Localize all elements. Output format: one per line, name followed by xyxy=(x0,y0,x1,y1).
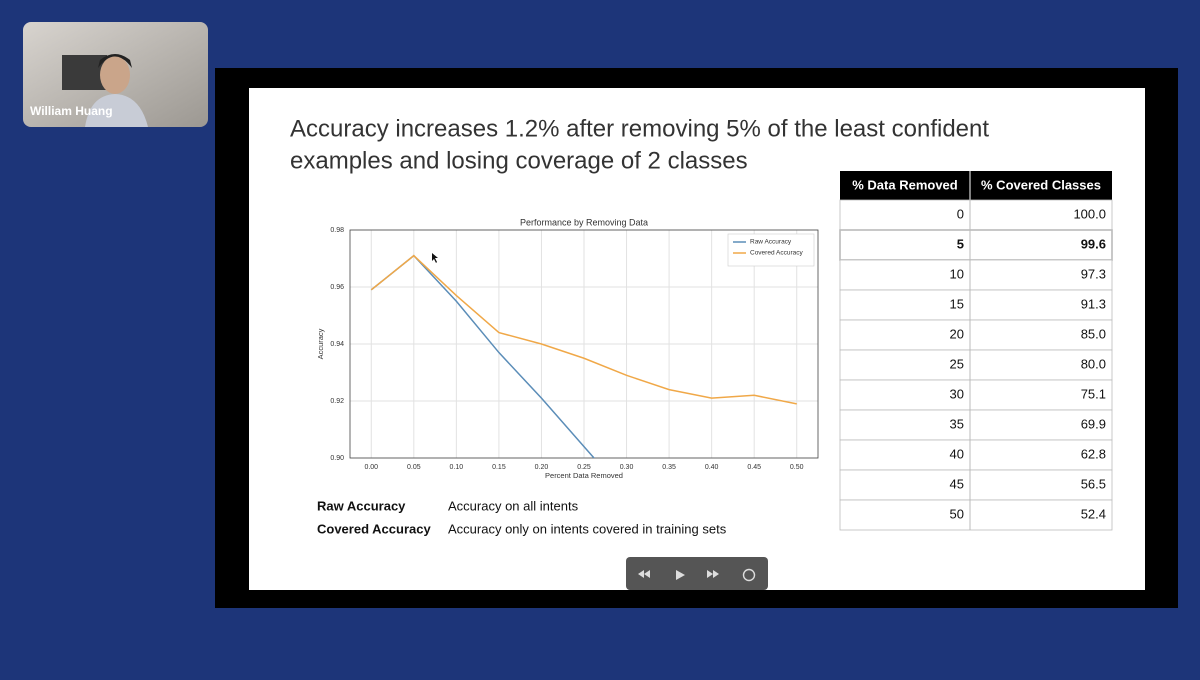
table-cell: 62.8 xyxy=(1081,446,1106,461)
slide-title: Accuracy increases 1.2% after removing 5… xyxy=(290,115,989,142)
table-cell: 56.5 xyxy=(1081,476,1106,491)
x-tick-label: 0.30 xyxy=(620,464,634,471)
video-tile[interactable] xyxy=(23,22,208,127)
x-tick-label: 0.05 xyxy=(407,464,421,471)
table-row xyxy=(839,409,1113,441)
slide-title: examples and losing coverage of 2 classe… xyxy=(290,147,748,174)
x-tick-label: 0.40 xyxy=(705,464,719,471)
control-bar xyxy=(626,557,768,590)
x-tick-label: 0.35 xyxy=(662,464,676,471)
table-cell: 100.0 xyxy=(1073,206,1106,221)
shirt xyxy=(85,94,148,127)
table-row xyxy=(839,439,1113,471)
table-row xyxy=(839,259,1113,291)
hair xyxy=(98,54,132,68)
y-tick-label: 0.96 xyxy=(330,284,344,291)
table-cell: 91.3 xyxy=(1081,296,1106,311)
table-header-cell: % Data Removed xyxy=(852,177,958,192)
table-cell: 75.1 xyxy=(1081,386,1106,401)
table-header xyxy=(840,171,1112,200)
x-tick-label: 0.15 xyxy=(492,464,506,471)
table-cell: 15 xyxy=(950,296,964,311)
face xyxy=(100,56,130,94)
forward-button[interactable] xyxy=(707,570,719,578)
x-tick-label: 0.20 xyxy=(535,464,549,471)
table-cell: 52.4 xyxy=(1081,506,1106,521)
table-cell: 69.9 xyxy=(1081,416,1106,431)
table-row xyxy=(839,379,1113,411)
close-button[interactable] xyxy=(742,568,756,582)
table-cell: 10 xyxy=(950,266,964,281)
table-cell: 85.0 xyxy=(1081,326,1106,341)
table-cell: 97.3 xyxy=(1081,266,1106,281)
table-cell: 0 xyxy=(957,206,964,221)
definition-term: Raw Accuracy xyxy=(317,498,406,513)
table-cell: 80.0 xyxy=(1081,356,1106,371)
y-tick-label: 0.90 xyxy=(330,455,344,462)
chart-title: Performance by Removing Data xyxy=(520,217,648,227)
rewind-button[interactable] xyxy=(638,570,650,578)
table-cell: 5 xyxy=(957,236,964,251)
legend-label: Raw Accuracy xyxy=(750,239,792,246)
table-cell: 30 xyxy=(950,386,964,401)
y-tick-label: 0.94 xyxy=(330,341,344,348)
definition-term: Covered Accuracy xyxy=(317,521,431,536)
table-cell: 50 xyxy=(950,506,964,521)
table-row xyxy=(839,289,1113,321)
playback-controls xyxy=(626,557,768,590)
table-cell: 35 xyxy=(950,416,964,431)
x-tick-label: 0.10 xyxy=(450,464,464,471)
x-tick-label: 0.00 xyxy=(364,464,378,471)
table-row xyxy=(839,229,1113,261)
x-tick-label: 0.25 xyxy=(577,464,591,471)
legend-label: Covered Accuracy xyxy=(750,250,803,257)
table-cell: 40 xyxy=(950,446,964,461)
y-tick-label: 0.98 xyxy=(330,227,344,234)
definition-text: Accuracy only on intents covered in trai… xyxy=(448,521,727,536)
table-cell: 99.6 xyxy=(1081,236,1106,251)
participant-name: William Huang xyxy=(30,104,113,118)
table-row xyxy=(839,319,1113,351)
play-button[interactable] xyxy=(676,570,685,580)
y-tick-label: 0.92 xyxy=(330,398,344,405)
table-cell: 20 xyxy=(950,326,964,341)
table-cell: 25 xyxy=(950,356,964,371)
x-axis-label: Percent Data Removed xyxy=(545,471,623,480)
table-row xyxy=(839,349,1113,381)
legend-box xyxy=(727,233,815,267)
plot-frame xyxy=(349,229,819,459)
table-row xyxy=(839,199,1113,231)
background-object xyxy=(62,55,107,90)
mouse-cursor xyxy=(432,253,438,263)
data-line xyxy=(370,254,797,405)
plot-area xyxy=(370,254,797,458)
table-header-cell: % Covered Classes xyxy=(981,177,1101,192)
y-axis-label: Accuracy xyxy=(316,328,325,359)
x-tick-label: 0.45 xyxy=(747,464,761,471)
table-row xyxy=(839,469,1113,501)
definition-text: Accuracy on all intents xyxy=(448,498,579,513)
x-tick-label: 0.50 xyxy=(790,464,804,471)
table-cell: 45 xyxy=(950,476,964,491)
table-row xyxy=(839,499,1113,531)
